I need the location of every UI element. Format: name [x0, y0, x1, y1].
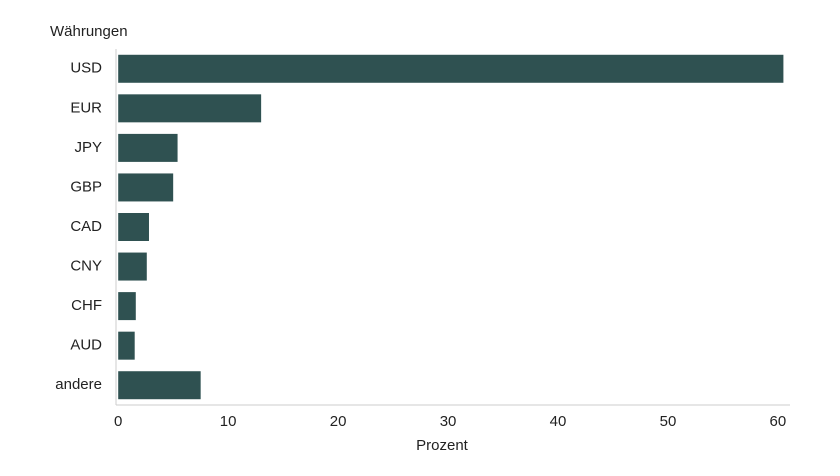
y-tick-label: andere — [55, 376, 102, 393]
x-axis-title: Prozent — [416, 437, 469, 454]
bar — [118, 94, 262, 123]
x-tick-label: 20 — [330, 413, 347, 430]
x-tick-label: 60 — [770, 413, 787, 430]
y-tick-label: CNY — [70, 258, 102, 275]
y-tick-label: GBP — [70, 178, 102, 195]
bar — [118, 371, 201, 400]
y-tick-label: EUR — [70, 99, 102, 116]
bar — [118, 173, 174, 202]
x-tick-label: 10 — [220, 413, 237, 430]
bar — [118, 54, 784, 83]
x-tick-label: 30 — [440, 413, 457, 430]
y-tick-label: CAD — [70, 218, 102, 235]
y-tick-label: USD — [70, 60, 102, 77]
bar — [118, 133, 178, 162]
bar — [118, 292, 136, 321]
bar — [118, 213, 149, 241]
y-tick-label: AUD — [70, 337, 102, 354]
x-tick-label: 50 — [660, 413, 677, 430]
bar — [118, 252, 147, 281]
x-tick-label: 0 — [114, 413, 122, 430]
bar — [118, 331, 135, 360]
x-tick-label: 40 — [550, 413, 567, 430]
y-tick-label: CHF — [71, 297, 102, 314]
y-axis-title: Währungen — [50, 23, 128, 40]
y-tick-label: JPY — [74, 139, 102, 156]
